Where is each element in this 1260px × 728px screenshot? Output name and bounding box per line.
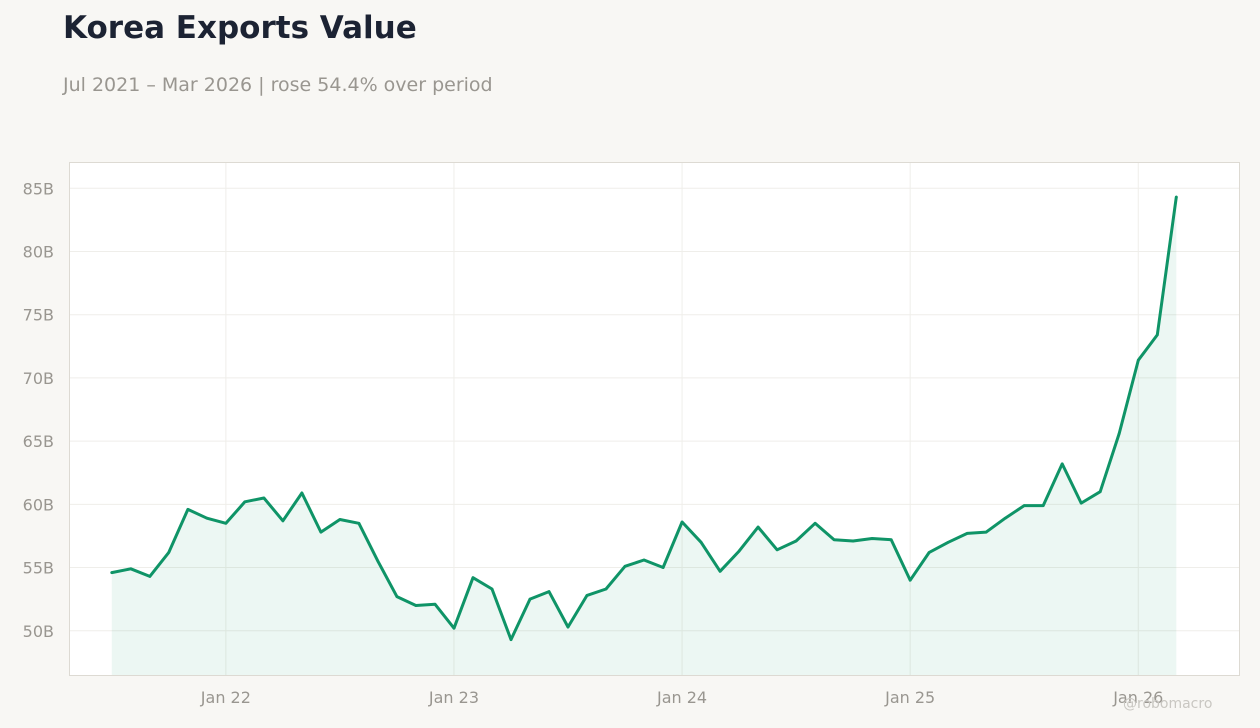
data-point bbox=[1175, 195, 1178, 199]
x-axis: Jan 22 Jan 23 Jan 24 Jan 25 Jan 26 bbox=[200, 688, 1163, 707]
data-point bbox=[1117, 432, 1121, 435]
y-tick-label: 85B bbox=[23, 179, 54, 198]
data-point bbox=[908, 578, 912, 582]
data-point bbox=[300, 491, 304, 495]
data-point bbox=[699, 541, 703, 544]
data-point bbox=[946, 541, 950, 544]
y-tick-label: 75B bbox=[23, 306, 54, 325]
data-point bbox=[148, 575, 152, 578]
data-point bbox=[433, 602, 437, 606]
plot-area bbox=[69, 162, 1240, 676]
y-tick-label: 65B bbox=[23, 432, 54, 451]
data-point bbox=[851, 539, 855, 543]
data-point bbox=[205, 516, 209, 520]
x-tick-label: Jan 23 bbox=[428, 688, 479, 707]
x-tick-label: Jan 25 bbox=[884, 688, 935, 707]
data-point bbox=[984, 530, 988, 534]
data-point bbox=[1137, 358, 1140, 362]
data-point bbox=[243, 500, 247, 504]
data-point bbox=[338, 518, 342, 521]
data-point bbox=[889, 538, 893, 541]
data-point bbox=[376, 559, 380, 563]
data-point bbox=[813, 522, 817, 525]
data-point bbox=[642, 558, 646, 562]
data-point bbox=[509, 638, 513, 641]
data-point bbox=[794, 539, 798, 543]
data-point bbox=[566, 625, 570, 629]
data-point bbox=[357, 522, 361, 525]
x-tick-label: Jan 26 bbox=[1112, 688, 1163, 707]
data-point bbox=[452, 626, 456, 630]
data-point bbox=[604, 587, 608, 591]
data-point bbox=[1003, 516, 1007, 520]
data-point bbox=[965, 532, 969, 535]
series-area-fill bbox=[111, 197, 1177, 675]
data-point bbox=[585, 594, 589, 597]
data-point bbox=[737, 549, 741, 553]
data-point bbox=[623, 565, 627, 568]
data-point bbox=[680, 520, 684, 524]
x-tick-label: Jan 24 bbox=[656, 688, 707, 707]
data-point bbox=[661, 566, 665, 569]
data-point bbox=[547, 590, 551, 593]
data-point bbox=[1060, 462, 1064, 466]
watermark: @robomacro bbox=[1123, 696, 1213, 712]
data-point bbox=[262, 496, 266, 500]
y-tick-label: 55B bbox=[23, 559, 54, 578]
data-point bbox=[756, 525, 760, 529]
chart-title: Korea Exports Value bbox=[63, 10, 417, 46]
data-point bbox=[718, 570, 722, 573]
y-tick-label: 70B bbox=[23, 369, 54, 388]
data-point bbox=[319, 530, 323, 534]
y-tick-label: 60B bbox=[23, 495, 54, 514]
data-point bbox=[110, 571, 114, 574]
data-point bbox=[832, 538, 836, 541]
data-point bbox=[1041, 504, 1045, 507]
chart-subtitle: Jul 2021 – Mar 2026 | rose 54.4% over pe… bbox=[63, 74, 493, 96]
grid-lines bbox=[70, 163, 1239, 675]
data-point bbox=[775, 548, 779, 552]
data-point bbox=[528, 597, 532, 601]
data-point bbox=[870, 537, 874, 540]
data-point bbox=[490, 587, 494, 591]
y-tick-label: 80B bbox=[23, 242, 54, 261]
data-point bbox=[281, 519, 285, 523]
data-point bbox=[1098, 490, 1102, 494]
data-point bbox=[167, 551, 171, 554]
data-point bbox=[471, 576, 475, 579]
data-point bbox=[224, 522, 228, 525]
data-point bbox=[129, 567, 133, 571]
y-axis: 50B 55B 60B 65B 70B 75B 80B 85B bbox=[23, 179, 54, 640]
data-points bbox=[110, 195, 1178, 641]
y-tick-label: 50B bbox=[23, 622, 54, 641]
x-tick-label: Jan 22 bbox=[200, 688, 251, 707]
data-point bbox=[414, 604, 418, 607]
data-point bbox=[1079, 501, 1083, 505]
data-point bbox=[186, 508, 190, 511]
data-point bbox=[395, 595, 399, 598]
data-point bbox=[1022, 504, 1026, 507]
data-point bbox=[927, 551, 931, 554]
data-point bbox=[1156, 333, 1159, 337]
